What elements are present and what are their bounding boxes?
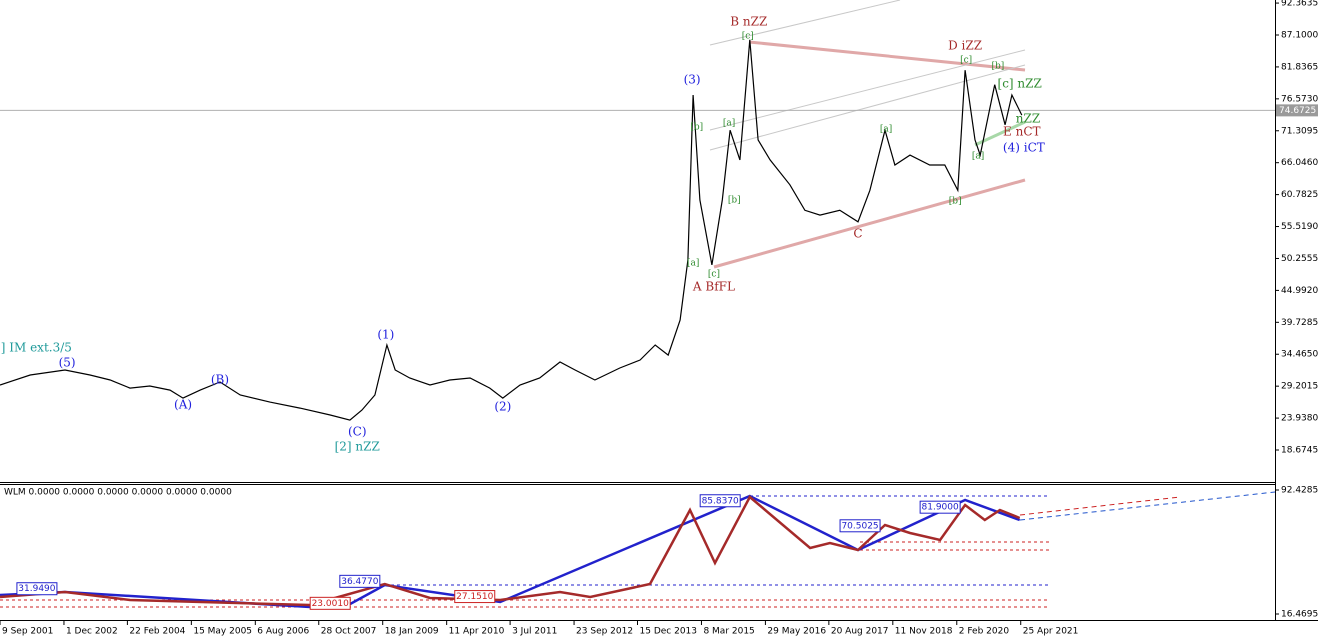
wave-label: A BfFL [692,280,735,294]
x-tick-label: 8 Mar 2015 [703,627,754,637]
y-tick-label: 66.0460 [1281,158,1318,168]
wave-label: (B) [211,373,229,387]
wave-label: (A) [174,398,192,412]
wave-label: [c] [960,55,972,65]
y-tick-label: 76.5730 [1281,94,1318,104]
wave-label: nZZ [1016,111,1040,125]
wave-label: (5) [59,356,76,370]
value-box [839,519,881,533]
value-box-label: 81.9000 [922,503,959,513]
y-tick-label: 92.3635 [1281,0,1318,9]
x-tick-label: 25 Apr 2021 [1023,627,1079,637]
wave-label: [c] [708,270,720,280]
wave-label: C [853,226,862,240]
value-box-label: 23.0010 [312,599,349,609]
last-price-label: 74.6725 [1279,106,1316,116]
fib-line [709,64,1026,151]
x-tick-label: 20 Aug 2017 [831,627,889,637]
y-tick-label: 81.8365 [1281,62,1318,72]
x-tick-label: 15 Dec 2013 [640,627,698,637]
wave-label: [b] [949,197,962,207]
value-box [919,500,961,514]
wave-label: E nCT [1003,124,1041,138]
x-tick-label: 29 May 2016 [767,627,826,637]
wave-label: [c] [742,32,754,42]
wave-label: [a] [687,258,699,268]
x-tick-label: 9 Sep 2001 [2,627,53,637]
value-box-label: 31.9490 [18,584,55,594]
wave-label: [b] [991,61,1004,71]
y-tick-label: 87.1000 [1281,30,1318,40]
trend-line [748,40,1026,72]
x-tick-label: 23 Sep 2012 [576,627,633,637]
x-tick-label: 15 May 2005 [193,627,252,637]
wave-label: D iZZ [948,38,982,52]
last-price-box [1276,104,1318,117]
trend-line [713,178,1026,269]
y-tick-label: 92.4285 [1281,485,1318,495]
price-line [0,39,1023,421]
x-tick-label: 28 Oct 2007 [321,627,377,637]
value-box-label: 85.8370 [702,496,739,506]
wave-label: (1) [377,328,394,342]
y-tick-label: 50.2555 [1281,254,1318,264]
y-tick-label: 55.5190 [1281,222,1318,232]
wave-label: (3) [684,72,701,86]
x-tick-label: 22 Feb 2004 [129,627,185,637]
wave-label: [a] [723,119,735,129]
wave-label: (4) iCT [1003,140,1045,154]
x-tick-label: 1 Dec 2002 [66,627,118,637]
indicator-title: WLM 0.0000 0.0000 0.0000 0.0000 0.0000 0… [4,488,232,498]
value-box [309,596,351,610]
y-tick-label: 60.7825 [1281,190,1318,200]
value-box-label: 36.4770 [341,577,378,587]
y-tick-label: 44.9920 [1281,286,1318,296]
wave-label: [c] nZZ [998,77,1042,91]
x-tick-label: 18 Jan 2009 [385,627,439,637]
indicator-line [0,495,1021,607]
y-tick-label: 16.4695 [1281,609,1318,619]
wave-label: (C) [348,425,367,439]
wave-label: [b] [690,123,703,133]
fib-line [709,49,1026,131]
y-tick-label: 39.7285 [1281,318,1318,328]
x-tick-label: 11 Apr 2010 [449,627,505,637]
fib-line [709,0,901,46]
x-tick-label: 2 Feb 2020 [959,627,1010,637]
value-box [454,590,496,604]
x-tick-label: 6 Aug 2006 [257,627,309,637]
value-box-label: 27.1510 [456,592,493,602]
y-tick-label: 71.3095 [1281,126,1318,136]
value-box [16,582,58,596]
indicator-line [0,494,1021,609]
value-box-label: 70.5025 [841,521,878,531]
wave-label: (2) [494,400,511,414]
x-tick-label: 3 Jul 2011 [512,627,557,637]
value-box [699,494,741,508]
wave-label: [b] [728,196,741,206]
y-tick-label: 23.9380 [1281,414,1318,424]
x-tick-label: 11 Nov 2018 [895,627,953,637]
y-tick-label: 34.4650 [1281,350,1318,360]
projection-line [1019,491,1276,521]
value-box [339,574,381,588]
wave-label: [a] [880,125,892,135]
y-tick-label: 18.6745 [1281,446,1318,456]
y-tick-label: 29.2015 [1281,382,1318,392]
wave-label: B nZZ [730,15,767,29]
wave-label: [a] [972,151,984,161]
wave-label: [1] IM ext.3/5 [0,341,72,355]
wave-label: [2] nZZ [335,440,380,454]
